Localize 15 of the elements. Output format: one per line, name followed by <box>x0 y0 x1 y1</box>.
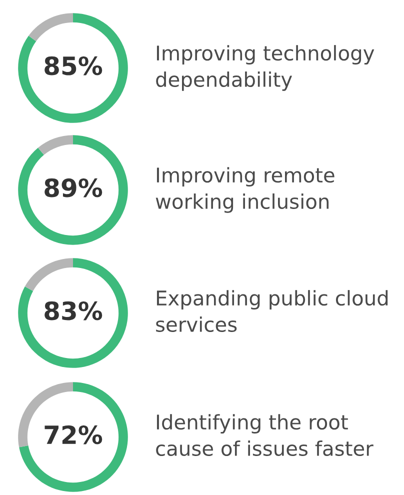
donut-slice <box>28 13 73 42</box>
data-label: 85% <box>44 56 102 76</box>
donut-slice <box>24 258 73 292</box>
text: Improving remote working inclusion <box>156 167 334 213</box>
data-label: 89% <box>44 178 102 198</box>
text: Improving technology dependability <box>156 45 374 91</box>
donut-slice <box>18 258 128 368</box>
data-label: 83% <box>44 301 102 320</box>
donut-slice <box>19 382 128 492</box>
donut-slice <box>18 135 128 245</box>
text: Expanding public cloud services <box>156 290 388 332</box>
text: Identifying the root cause of issues faster <box>156 414 374 456</box>
data-label: 72% <box>44 425 102 444</box>
donut-slice <box>18 13 128 123</box>
donut-slice <box>38 135 73 155</box>
